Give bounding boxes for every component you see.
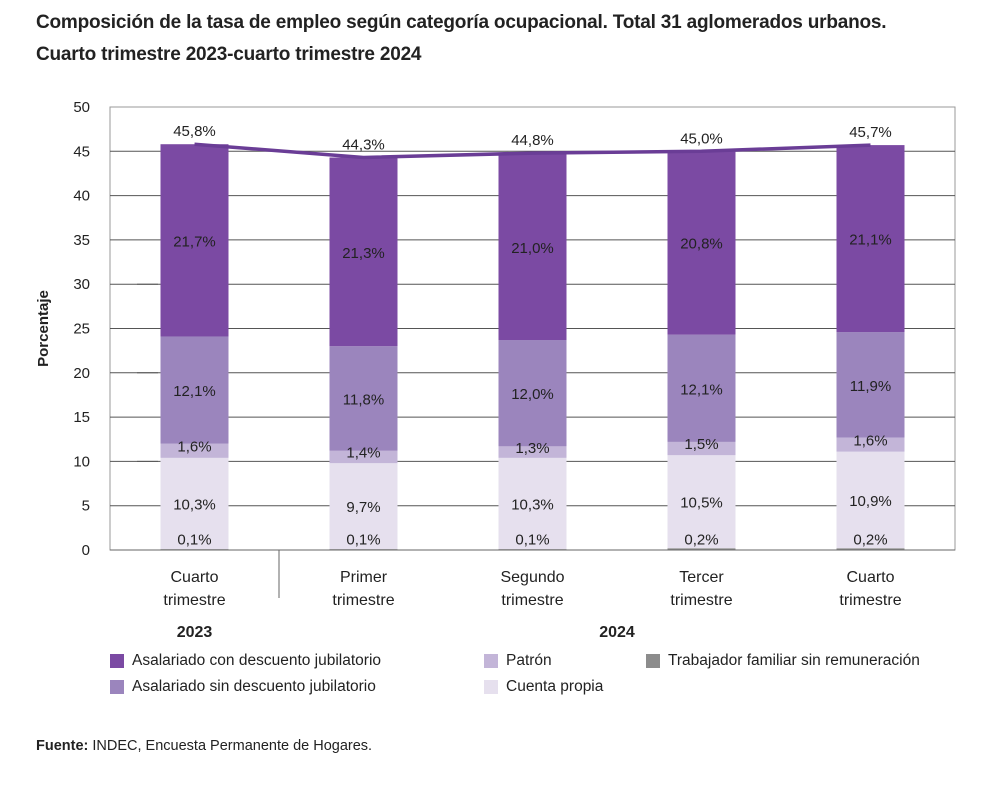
x-tick-label: trimestre xyxy=(163,592,225,609)
x-tick-label: Cuarto xyxy=(170,569,218,586)
source-text: INDEC, Encuesta Permanente de Hogares. xyxy=(88,738,373,754)
legend-label-patron: Patrón xyxy=(506,652,552,669)
y-tick-label: 0 xyxy=(82,542,90,559)
y-tick-label: 15 xyxy=(73,409,90,426)
bar-asal_sin xyxy=(667,334,736,442)
total-label: 45,8% xyxy=(173,123,216,140)
bar-asal_con xyxy=(836,145,905,333)
legend-swatch-cuenta-propia xyxy=(484,680,498,694)
legend-item-asalariado-con: Asalariado con descuento jubilatorio xyxy=(110,652,381,670)
data-label-asal_sin: 12,0% xyxy=(511,386,554,403)
bar-trab_fam xyxy=(667,548,736,550)
source-note: Fuente: INDEC, Encuesta Permanente de Ho… xyxy=(36,738,372,754)
x-tick-label: trimestre xyxy=(501,592,563,609)
bar-asal_con xyxy=(667,150,736,335)
bar-asal_con xyxy=(160,144,229,337)
data-label-cuenta_propia: 10,5% xyxy=(680,495,723,512)
bar-cuenta_propia xyxy=(160,457,229,550)
legend-swatch-asal-con xyxy=(110,654,124,668)
x-tick-label: trimestre xyxy=(839,592,901,609)
source-label: Fuente: xyxy=(36,738,89,754)
total-label: 44,8% xyxy=(511,132,554,149)
data-label-patron: 1,3% xyxy=(515,440,549,457)
data-label-asal_con: 21,7% xyxy=(173,233,216,250)
data-label-asal_sin: 12,1% xyxy=(680,381,723,398)
data-label-cuenta_propia: 10,9% xyxy=(849,493,892,510)
legend-label-cuenta-propia: Cuenta propia xyxy=(506,678,604,695)
bar-cuenta_propia xyxy=(836,451,905,549)
bar-asal_sin xyxy=(329,346,398,451)
legend-label-trab-fam: Trabajador familiar sin remuneración xyxy=(668,652,920,669)
legend-swatch-asal-sin xyxy=(110,680,124,694)
total-label: 45,7% xyxy=(849,124,892,141)
x-tick-label: Segundo xyxy=(500,569,564,586)
data-label-cuenta_propia: 9,7% xyxy=(346,499,380,516)
data-label-trab_fam: 0,1% xyxy=(346,531,380,548)
data-label-asal_sin: 11,8% xyxy=(343,391,384,408)
bar-asal_sin xyxy=(836,332,905,438)
bar-asal_sin xyxy=(160,336,229,444)
bar-cuenta_propia xyxy=(329,463,398,550)
total-line xyxy=(194,142,871,160)
data-label-cuenta_propia: 10,3% xyxy=(173,496,216,513)
total-label: 44,3% xyxy=(342,137,385,154)
legend-swatch-patron xyxy=(484,654,498,668)
x-tick-label: trimestre xyxy=(332,592,394,609)
data-label-patron: 1,5% xyxy=(684,436,718,453)
legend-item-asalariado-sin: Asalariado sin descuento jubilatorio xyxy=(110,678,376,696)
bar-patron xyxy=(667,441,736,456)
y-tick-label: 25 xyxy=(73,321,90,338)
x-tick-label: Tercer xyxy=(679,569,724,586)
data-label-trab_fam: 0,2% xyxy=(853,531,887,548)
y-tick-label: 45 xyxy=(73,143,90,160)
y-tick-label: 20 xyxy=(73,365,90,382)
x-tick-label: Primer xyxy=(340,569,388,586)
bar-asal_con xyxy=(498,153,567,341)
data-label-asal_sin: 11,9% xyxy=(850,378,891,395)
legend-label-asal-sin: Asalariado sin descuento jubilatorio xyxy=(132,678,376,695)
year-group-label: 2024 xyxy=(599,624,635,641)
bar-patron xyxy=(836,437,905,452)
bar-cuenta_propia xyxy=(667,455,736,549)
chart-subtitle: Cuarto trimestre 2023-cuarto trimestre 2… xyxy=(36,44,422,65)
x-tick-label: Cuarto xyxy=(846,569,894,586)
data-label-asal_con: 20,8% xyxy=(680,236,723,253)
data-label-cuenta_propia: 10,3% xyxy=(511,496,554,513)
x-tick-label: trimestre xyxy=(670,592,732,609)
bar-patron xyxy=(329,450,398,464)
data-label-patron: 1,6% xyxy=(177,438,211,455)
y-tick-label: 40 xyxy=(73,188,90,205)
bar-cuenta_propia xyxy=(498,457,567,550)
y-tick-label: 10 xyxy=(73,453,90,470)
bar-asal_con xyxy=(329,157,398,347)
y-tick-label: 30 xyxy=(73,276,90,293)
data-label-patron: 1,4% xyxy=(346,445,380,462)
data-label-asal_sin: 12,1% xyxy=(173,383,216,400)
legend-swatch-trab-fam xyxy=(646,654,660,668)
legend-item-cuenta-propia: Cuenta propia xyxy=(484,678,603,696)
y-tick-label: 35 xyxy=(73,232,90,249)
year-group-label: 2023 xyxy=(177,624,213,641)
data-label-asal_con: 21,1% xyxy=(849,232,892,249)
y-axis-label: Porcentaje xyxy=(35,290,52,367)
bar-asal_sin xyxy=(498,340,567,447)
chart-title: Composición de la tasa de empleo según c… xyxy=(36,12,887,33)
data-label-asal_con: 21,0% xyxy=(511,240,554,257)
legend-label-asal-con: Asalariado con descuento jubilatorio xyxy=(132,652,382,669)
total-label: 45,0% xyxy=(680,130,723,147)
legend-item-patron: Patrón xyxy=(484,652,552,670)
bar-patron xyxy=(160,443,229,458)
bar-patron xyxy=(498,446,567,458)
data-label-patron: 1,6% xyxy=(853,432,887,449)
y-tick-label: 5 xyxy=(82,498,90,515)
data-label-trab_fam: 0,1% xyxy=(177,531,211,548)
data-label-asal_con: 21,3% xyxy=(342,245,385,262)
data-label-trab_fam: 0,1% xyxy=(515,531,549,548)
y-tick-label: 50 xyxy=(73,99,90,116)
legend-item-trabajador-familiar: Trabajador familiar sin remuneración xyxy=(646,652,920,670)
data-label-trab_fam: 0,2% xyxy=(684,531,718,548)
bar-trab_fam xyxy=(836,548,905,550)
